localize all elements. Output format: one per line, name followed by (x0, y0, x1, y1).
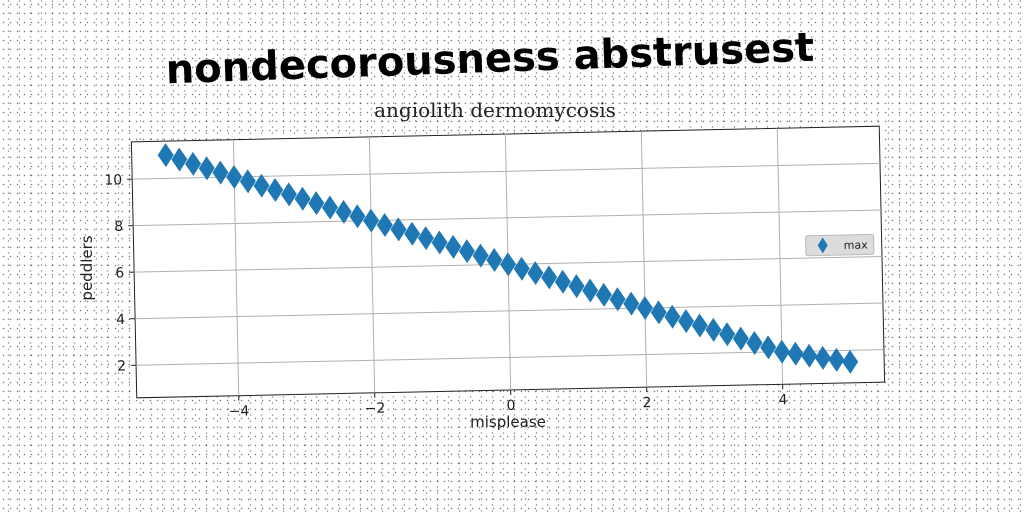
x-tick-label: 4 (778, 392, 787, 408)
data-point (308, 191, 325, 216)
y-gridline (132, 162, 881, 180)
data-point (609, 287, 626, 312)
data-point (363, 208, 380, 233)
data-point (417, 226, 434, 251)
data-point (554, 269, 571, 294)
data-point (678, 309, 695, 334)
data-point (294, 186, 311, 211)
y-tick-label: 4 (116, 312, 125, 328)
y-tick-label: 10 (104, 172, 122, 188)
x-tick-label: 0 (506, 398, 515, 414)
data-point (458, 239, 475, 264)
y-gridline (133, 209, 882, 227)
data-point (595, 282, 612, 307)
data-point (746, 330, 763, 355)
legend: max (805, 233, 875, 257)
data-point (404, 221, 421, 246)
data-point (787, 341, 804, 366)
data-point (527, 261, 544, 286)
data-point (719, 322, 736, 347)
x-tick-label: −4 (229, 403, 250, 419)
y-axis-label: peddlers (78, 235, 96, 300)
data-point (732, 326, 749, 351)
data-point (431, 230, 448, 255)
data-point (253, 173, 270, 198)
data-point (212, 160, 229, 185)
legend-label: max (844, 238, 869, 252)
data-point (842, 349, 859, 374)
x-axis-label: misplease (470, 413, 546, 431)
data-point (322, 195, 339, 220)
data-point (541, 265, 558, 290)
data-point (226, 164, 243, 189)
y-tick-label: 2 (117, 358, 126, 374)
data-point (582, 278, 599, 303)
data-point (472, 243, 489, 268)
x-tick-label: 2 (642, 395, 651, 411)
data-point (513, 256, 530, 281)
chart-title: angiolith dermomycosis (374, 98, 616, 122)
data-point (691, 313, 708, 338)
data-point (349, 204, 366, 229)
data-point (239, 169, 256, 194)
y-tick-label: 6 (115, 265, 124, 281)
data-point (157, 143, 174, 168)
legend-marker-diamond (817, 237, 828, 254)
data-point (801, 343, 818, 368)
data-point (445, 234, 462, 259)
data-point (760, 335, 777, 360)
data-point (828, 347, 845, 372)
data-point (198, 156, 215, 181)
data-point (390, 217, 407, 242)
data-point (650, 300, 667, 325)
data-point (664, 304, 681, 329)
page-title: nondecorousness abstrusest (165, 25, 815, 94)
x-gridline (640, 131, 648, 388)
data-point (376, 213, 393, 238)
data-point (335, 199, 352, 224)
data-point (486, 247, 503, 272)
data-point (171, 147, 188, 172)
y-gridline (135, 302, 883, 320)
y-tick-label: 8 (114, 219, 123, 235)
data-point (623, 291, 640, 316)
data-point (814, 345, 831, 370)
y-gridline (136, 349, 884, 366)
data-point (280, 182, 297, 207)
data-point (500, 252, 517, 277)
data-point (185, 151, 202, 176)
x-gridline (368, 136, 376, 393)
x-tick-label: −2 (365, 401, 386, 417)
data-point (568, 274, 585, 299)
data-point (267, 178, 284, 203)
data-point (705, 317, 722, 342)
data-point (773, 339, 790, 364)
data-point (636, 296, 653, 321)
